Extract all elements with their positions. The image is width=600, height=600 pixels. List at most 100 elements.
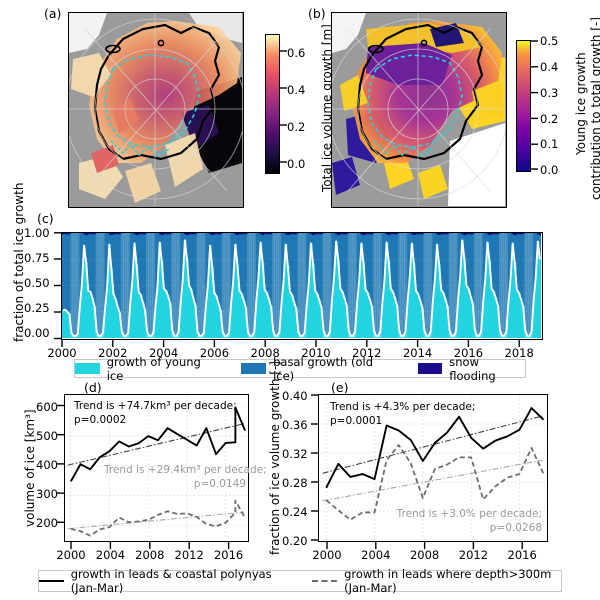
panel-c-yticks bbox=[54, 232, 62, 340]
panel-d-annotation-black: Trend is +74.7km³ per decade; p=0.0002 bbox=[74, 399, 237, 427]
panel-d-plot bbox=[64, 394, 249, 542]
panel-c-xticks bbox=[61, 340, 520, 347]
ice-edge-contour bbox=[93, 23, 221, 161]
panel-a-cb-tick-0: 0.0 bbox=[287, 157, 306, 171]
panel-a-label: (a) bbox=[44, 6, 62, 21]
c-xtick-7: 2014 bbox=[402, 346, 433, 360]
panel-c-ytick-4: 1.00 bbox=[24, 226, 50, 240]
c-xtick-2: 2004 bbox=[148, 346, 179, 360]
d-xtick-3: 2012 bbox=[174, 548, 204, 562]
legend-label-basal-growth: basal growth (old ice) bbox=[273, 354, 374, 383]
panel-e-label: (e) bbox=[331, 380, 349, 395]
panel-e-annotation-black: Trend is +4.3% per decade; p=0.0001 bbox=[330, 400, 475, 428]
panel-b-cb-tick-5: 0.5 bbox=[540, 34, 559, 48]
panel-e-ytick-2: 0.28 bbox=[282, 476, 308, 490]
panel-c-canvas bbox=[62, 233, 541, 338]
c-xtick-5: 2010 bbox=[301, 346, 331, 360]
panel-d-annot-black-line1: Trend is +74.7km³ per decade; bbox=[74, 400, 237, 412]
panel-b-colorbar-title-1: Young ice growth bbox=[574, 52, 588, 155]
panel-b-colorbar bbox=[516, 40, 531, 172]
panel-e-ytick-5: 0.40 bbox=[282, 389, 308, 403]
panel-d-ytick-0: 200 bbox=[36, 516, 58, 530]
legend-line-dashed bbox=[312, 580, 338, 582]
panel-b-map bbox=[331, 12, 507, 208]
c-xtick-3: 2006 bbox=[199, 346, 230, 360]
panel-e-ytick-0: 0.20 bbox=[282, 534, 308, 548]
panel-b-cb-tick-3: 0.3 bbox=[540, 86, 559, 100]
cyan-dashed-contour bbox=[367, 54, 463, 148]
graticule bbox=[69, 13, 242, 206]
panel-e-annot-grey-line2: p=0.0268 bbox=[489, 522, 542, 535]
panel-b-cb-tick-0: 0.0 bbox=[540, 163, 559, 177]
panel-e-annot-black-line2: p=0.0001 bbox=[330, 415, 383, 428]
panel-d-ylabel: volume of ice [km³] bbox=[23, 409, 37, 527]
legend-item-leads-coastal-polynyas: growth in leads & coastal polynyas (Jan-… bbox=[39, 567, 282, 595]
panel-c-ytick-1: 0.25 bbox=[24, 301, 50, 315]
c-xtick-0: 2000 bbox=[47, 346, 77, 360]
graticule bbox=[332, 13, 505, 206]
legend-label-young-ice: growth of young ice bbox=[106, 354, 201, 383]
panel-e-yticks bbox=[311, 394, 319, 541]
panel-a-cb-tick-1: 0.2 bbox=[287, 120, 306, 134]
d-xtick-2: 2008 bbox=[135, 548, 165, 562]
panel-b-label: (b) bbox=[308, 6, 326, 21]
d-xtick-1: 2004 bbox=[95, 548, 126, 562]
panel-b-colorbar-title-2: contribution to total growth [-] bbox=[589, 17, 600, 200]
panel-e-annot-black-line1: Trend is +4.3% per decade; bbox=[330, 401, 476, 413]
cyan-dashed-contour bbox=[104, 54, 200, 148]
panel-a-map-canvas bbox=[69, 13, 242, 206]
panel-e-annotation-grey: Trend is +3.0% per decade; p=0.0268 bbox=[396, 507, 542, 535]
panel-b-cb-ticks bbox=[531, 40, 538, 170]
legend-item-snow-flooding: snow flooding bbox=[417, 354, 525, 383]
panel-d-ytick-3: 500 bbox=[36, 429, 58, 443]
d-xtick-0: 2000 bbox=[56, 548, 86, 562]
panel-b-map-canvas bbox=[332, 13, 505, 206]
panel-a-colorbar bbox=[265, 34, 280, 174]
c-xtick-8: 2016 bbox=[453, 346, 484, 360]
panel-d-xticks bbox=[70, 542, 230, 549]
legend-label-snow-flooding: snow flooding bbox=[449, 354, 496, 383]
e-xtick-3: 2012 bbox=[458, 548, 489, 562]
panel-e-canvas bbox=[319, 395, 546, 540]
panel-e-ytick-3: 0.32 bbox=[282, 447, 308, 461]
panel-e-ytick-4: 0.36 bbox=[282, 418, 308, 432]
e-xtick-2: 2008 bbox=[409, 548, 440, 562]
c-xtick-9: 2018 bbox=[504, 346, 534, 360]
panel-d-annotation-grey: Trend is +29.4km³ per decade; p=0.0149 bbox=[104, 463, 267, 491]
panel-d-ytick-2: 400 bbox=[36, 458, 58, 472]
panel-d-label: (d) bbox=[84, 380, 102, 395]
panel-c-ytick-2: 0.50 bbox=[24, 276, 50, 290]
e-xtick-0: 2000 bbox=[312, 548, 342, 562]
c-xtick-4: 2008 bbox=[250, 346, 280, 360]
panel-d-yticks bbox=[57, 404, 65, 524]
panel-d-annot-black-line2: p=0.0002 bbox=[74, 414, 127, 427]
panel-d-ytick-1: 300 bbox=[36, 487, 58, 501]
panel-e-xticks bbox=[326, 542, 523, 549]
panel-e-annot-grey-line1: Trend is +3.0% per decade; bbox=[396, 508, 542, 520]
legend-item-basal-growth: basal growth (old ice) bbox=[241, 355, 391, 383]
panel-c-label: (c) bbox=[37, 211, 54, 226]
legend-line-solid bbox=[39, 580, 64, 582]
panel-e-plot bbox=[318, 394, 548, 542]
c-xtick-1: 2002 bbox=[98, 346, 128, 360]
panel-d-annot-grey-line1: Trend is +29.4km³ per decade; bbox=[104, 464, 267, 476]
panel-d-canvas bbox=[65, 395, 247, 540]
panel-d-annot-grey-line2: p=0.0149 bbox=[193, 478, 246, 491]
panel-e-ytick-1: 0.24 bbox=[282, 505, 308, 519]
legend-swatch-snow-flooding bbox=[417, 363, 443, 374]
e-xtick-4: 2016 bbox=[507, 548, 537, 562]
legend-swatch-basal-growth bbox=[241, 363, 267, 374]
panel-d-ytick-4: 600 bbox=[36, 400, 58, 414]
bottom-legend: growth in leads & coastal polynyas (Jan-… bbox=[38, 567, 562, 595]
legend-item-leads-deep: growth in leads where depth>300m (Jan-Ma… bbox=[312, 567, 561, 595]
c-xtick-6: 2012 bbox=[352, 346, 382, 360]
legend-swatch-young-ice bbox=[75, 363, 100, 374]
legend-item-young-ice: growth of young ice bbox=[75, 355, 215, 383]
panel-e-ylabel: fraction of ice volume growth [-] bbox=[268, 361, 282, 555]
panel-a-cb-ticks bbox=[280, 50, 287, 163]
e-xtick-1: 2004 bbox=[361, 548, 391, 562]
panel-a-cb-tick-3: 0.6 bbox=[287, 46, 306, 60]
d-xtick-4: 2016 bbox=[213, 548, 244, 562]
ice-edge-contour bbox=[356, 23, 484, 161]
panel-c-ytick-3: 0.75 bbox=[24, 251, 50, 265]
